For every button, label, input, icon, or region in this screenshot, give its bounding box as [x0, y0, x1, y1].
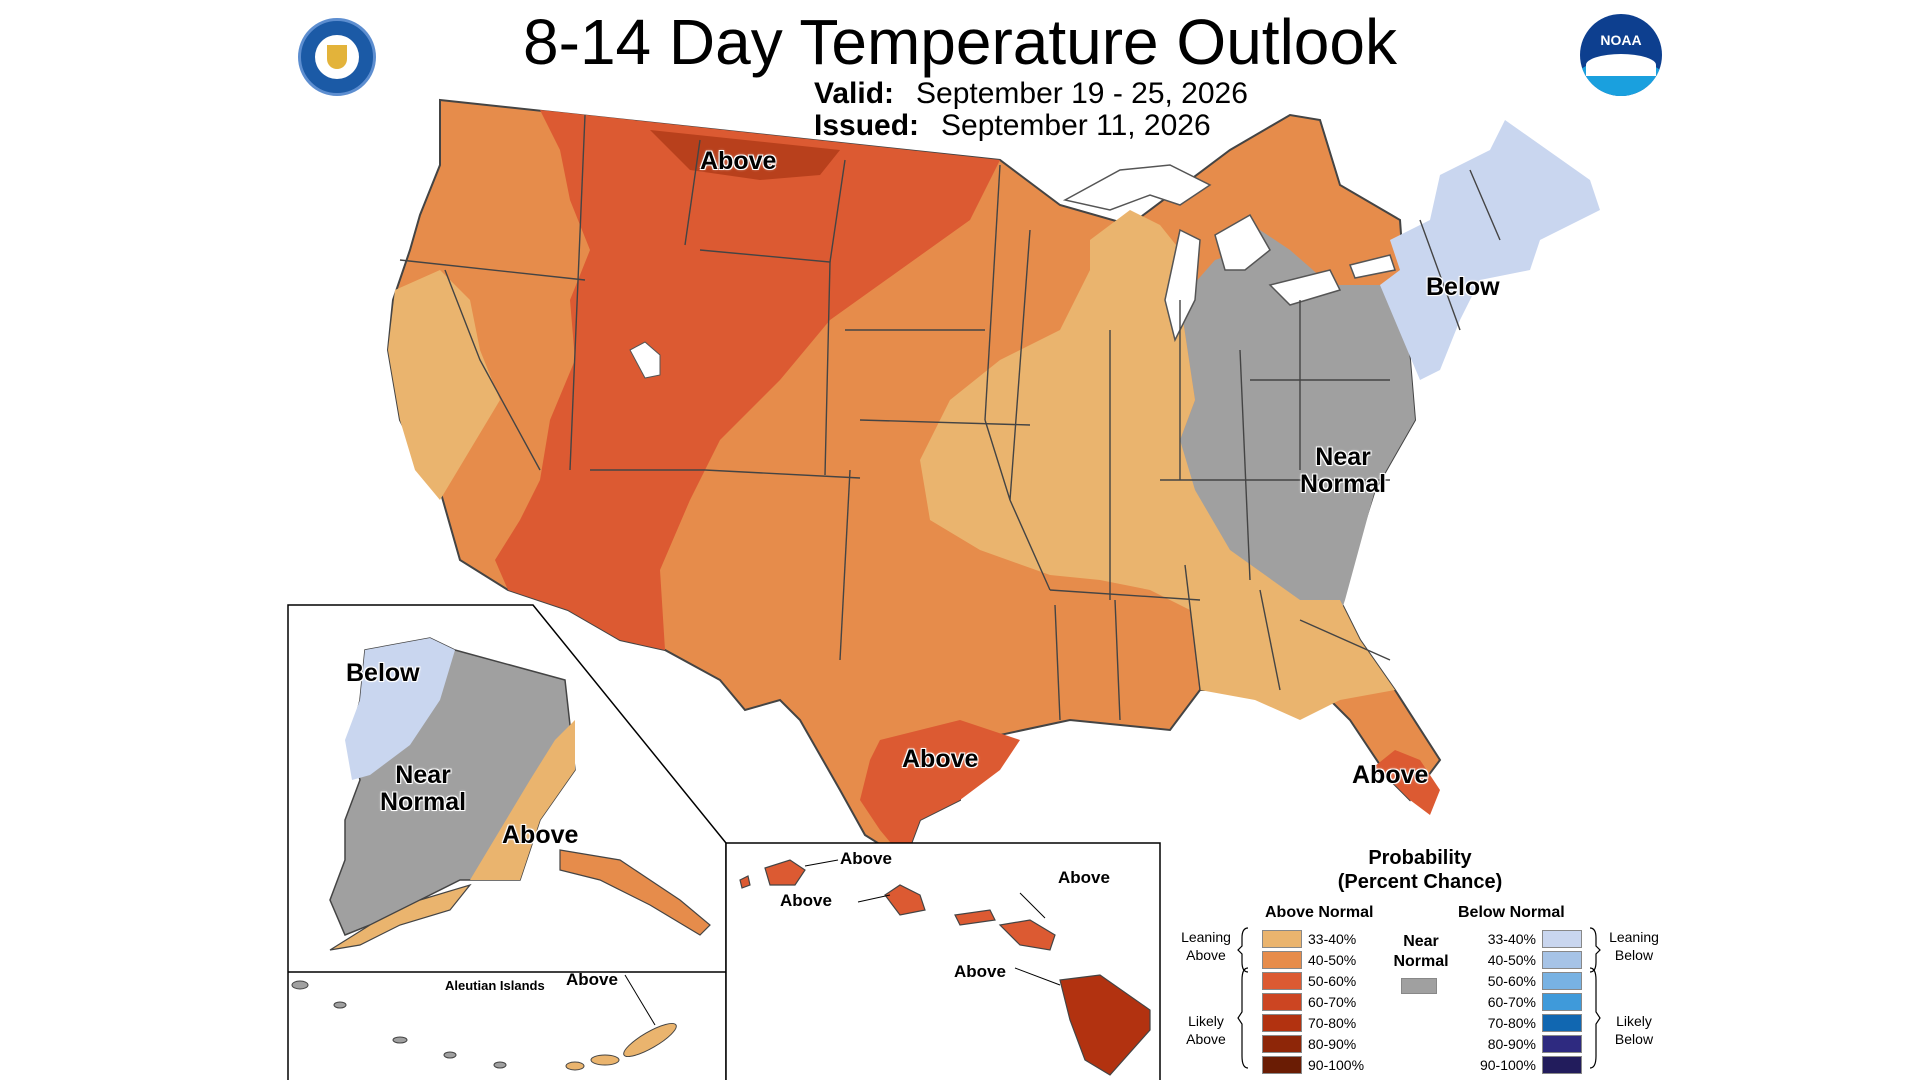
conus-above-60-70-montana	[650, 130, 840, 180]
legend-below-range-2: 50-60%	[1487, 973, 1536, 989]
map-title: 8-14 Day Temperature Outlook	[523, 6, 1397, 78]
conus-above-50-60-florida	[1370, 750, 1440, 815]
noaa-logo: NOAA	[1580, 14, 1662, 96]
label-alaska-above: Above	[502, 821, 579, 849]
label-above-florida: Above	[1352, 761, 1429, 789]
conus-near-normal	[1180, 230, 1415, 620]
issued-date: September 11, 2026	[941, 109, 1211, 142]
alaska-panhandle	[559, 849, 711, 936]
western-aleutians	[291, 980, 507, 1069]
legend-above-swatch-3	[1262, 993, 1302, 1011]
legend-leaning-above-line1: Leaning	[1181, 929, 1231, 945]
legend-leaning-above: Leaning Above	[1176, 928, 1236, 964]
legend-above-range-2: 50-60%	[1308, 973, 1357, 989]
legend-above-range-3: 60-70%	[1308, 994, 1357, 1010]
legend-below-range-3: 60-70%	[1487, 994, 1536, 1010]
valid-line: Valid: September 19 - 25, 2026	[814, 76, 1248, 112]
noaa-text: NOAA	[1600, 32, 1642, 48]
legend-likely-below-line2: Below	[1614, 1031, 1654, 1047]
legend-leaning-below-line1: Leaning	[1609, 929, 1659, 945]
valid-dates: September 19 - 25, 2026	[916, 77, 1248, 110]
issued-label: Issued:	[814, 109, 920, 142]
legend-leaning-below: Leaning Below	[1602, 928, 1666, 964]
legend-below-heading: Below Normal	[1458, 904, 1565, 921]
hawaii-islands	[739, 859, 1151, 1076]
legend-title-line1: Probability	[1368, 847, 1472, 869]
legend-above-range-4: 70-80%	[1308, 1015, 1357, 1031]
label-near-normal-line1: Near	[1315, 443, 1371, 471]
noaa-gull-icon	[1586, 54, 1656, 76]
label-alaska-near-line2: Normal	[380, 788, 467, 816]
label-alaska-below: Below	[346, 659, 420, 687]
legend-below-swatch-3	[1542, 993, 1582, 1011]
legend-below-range-6: 90-100%	[1479, 1057, 1536, 1073]
alaska-above	[470, 720, 575, 880]
legend-likely-below: Likely Below	[1602, 1012, 1666, 1048]
legend-below-range-4: 70-80%	[1487, 1015, 1536, 1031]
label-alaska-near-line1: Near	[395, 761, 451, 789]
legend-above-range-0: 33-40%	[1308, 931, 1357, 947]
legend-likely-above-line1: Likely	[1188, 1013, 1224, 1029]
label-above-north: Above	[700, 147, 777, 175]
label-near-normal: Near Normal	[1300, 444, 1386, 498]
great-salt-lake	[629, 341, 661, 379]
legend-above-range-1: 40-50%	[1308, 952, 1357, 968]
legend-below-range-0: 33-40%	[1487, 931, 1536, 947]
legend-above-heading: Above Normal	[1265, 904, 1374, 921]
legend-near-normal-swatch	[1401, 978, 1437, 994]
legend-below-swatch-5	[1542, 1035, 1582, 1053]
issued-line: Issued: September 11, 2026	[814, 108, 1211, 144]
legend-below-swatch-0	[1542, 930, 1582, 948]
conus-above-50-60-texas	[860, 720, 1020, 860]
label-above-texas: Above	[902, 745, 979, 773]
legend-below-range-5: 80-90%	[1487, 1036, 1536, 1052]
label-hawaii-above-1: Above	[840, 849, 892, 868]
great-lakes	[1062, 164, 1396, 343]
legend-above-swatch-6	[1262, 1056, 1302, 1074]
legend-title-line2: (Percent Chance)	[1337, 871, 1503, 893]
legend-below-range-1: 40-50%	[1487, 952, 1536, 968]
legend-likely-above: Likely Above	[1176, 1012, 1236, 1048]
label-hawaii-above-2: Above	[780, 891, 832, 910]
legend-leaning-above-line2: Above	[1186, 947, 1226, 963]
legend-above-range-5: 80-90%	[1308, 1036, 1357, 1052]
label-hawaii-above-4: Above	[954, 962, 1006, 981]
label-aleutian-above: Above	[566, 970, 618, 989]
legend-above-swatch-5	[1262, 1035, 1302, 1053]
legend-likely-above-line2: Above	[1186, 1031, 1226, 1047]
label-hawaii-above-3: Above	[1058, 868, 1110, 887]
aleutian-islands	[565, 1022, 677, 1071]
legend-above-swatch-2	[1262, 972, 1302, 990]
seal-shield-icon	[327, 45, 347, 69]
legend-leaning-below-line2: Below	[1614, 947, 1654, 963]
legend-above-swatch-4	[1262, 1014, 1302, 1032]
alaska-peninsula	[329, 883, 472, 951]
alaska-below	[345, 638, 455, 780]
conus-below-northeast	[1380, 120, 1600, 380]
conus-above-33-40-central	[920, 210, 1395, 720]
conus-above-33-40-california	[388, 270, 500, 500]
legend-below-swatch-2	[1542, 972, 1582, 990]
legend-above-swatch-1	[1262, 951, 1302, 969]
legend-near-line1: Near	[1403, 933, 1439, 950]
legend-near-line2: Normal	[1393, 953, 1449, 970]
conus-above-50-60-west	[495, 110, 1000, 650]
label-alaska-near-normal: Near Normal	[380, 762, 466, 816]
legend-below-swatch-6	[1542, 1056, 1582, 1074]
valid-label: Valid:	[814, 77, 895, 110]
label-below-northeast: Below	[1426, 273, 1500, 301]
state-borders	[399, 114, 1501, 721]
label-aleutian-title: Aleutian Islands	[445, 978, 545, 993]
legend-above-range-6: 90-100%	[1308, 1057, 1365, 1073]
legend-below-swatch-4	[1542, 1014, 1582, 1032]
legend-title: Probability (Percent Chance)	[1290, 846, 1550, 894]
legend-near-normal-label: Near Normal	[1383, 932, 1459, 972]
label-near-normal-line2: Normal	[1300, 470, 1387, 498]
department-of-commerce-seal	[298, 18, 376, 96]
legend-above-swatch-0	[1262, 930, 1302, 948]
legend-below-swatch-1	[1542, 951, 1582, 969]
legend-likely-below-line1: Likely	[1616, 1013, 1652, 1029]
